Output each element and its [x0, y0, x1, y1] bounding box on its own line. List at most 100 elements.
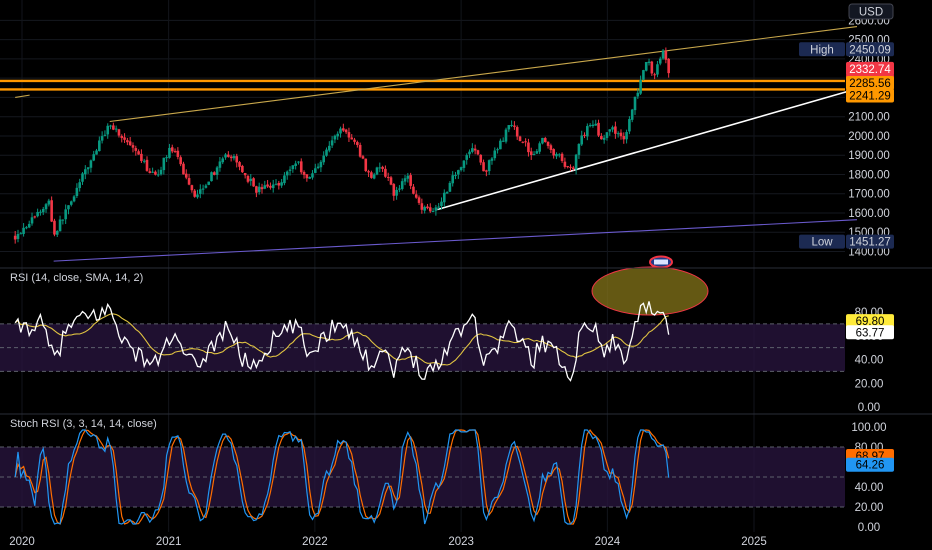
candle — [58, 215, 62, 232]
candle — [569, 164, 572, 172]
flag-icon[interactable] — [649, 255, 673, 269]
candle — [263, 180, 267, 190]
candle — [563, 157, 567, 169]
candle — [291, 165, 295, 173]
time-axis[interactable]: 2020 2021 2022 2023 2024 2025 — [0, 532, 932, 550]
trendline-gold — [109, 26, 858, 123]
candle — [176, 147, 180, 160]
candle — [103, 130, 107, 137]
candle — [288, 166, 292, 176]
candle — [583, 132, 586, 139]
candle — [325, 147, 328, 157]
candle — [448, 181, 452, 193]
candle — [370, 170, 373, 179]
currency-badge[interactable]: USD — [848, 3, 894, 20]
candle — [81, 172, 84, 185]
axis-tick-label: 40.00 — [855, 482, 884, 494]
candle — [445, 191, 449, 194]
svg-text:High: High — [810, 44, 834, 56]
candle — [117, 128, 121, 138]
candle — [656, 60, 659, 78]
candle — [170, 144, 174, 154]
candle — [493, 147, 497, 161]
candle — [358, 142, 362, 158]
trendline-purple — [53, 219, 857, 262]
candle — [299, 158, 303, 175]
candle — [140, 149, 143, 163]
candle — [580, 130, 584, 146]
low-tag: Low 1451.27 — [799, 234, 894, 249]
candle — [619, 129, 623, 140]
candle — [426, 203, 429, 210]
candle — [622, 132, 626, 144]
candle — [61, 219, 65, 225]
candle — [72, 195, 76, 203]
candle — [628, 116, 631, 135]
candle — [608, 129, 612, 136]
candle — [257, 182, 261, 195]
candle — [86, 167, 90, 174]
horizontal-levels[interactable] — [0, 79, 845, 91]
candle — [611, 125, 614, 133]
candle — [546, 141, 550, 149]
candle — [235, 153, 239, 168]
level-tag: 2241.29 — [846, 88, 894, 103]
highlight-ellipse[interactable] — [591, 266, 709, 316]
candle — [344, 128, 348, 135]
candle — [342, 123, 345, 132]
candle — [507, 125, 511, 133]
candle — [22, 223, 25, 237]
candle — [428, 203, 432, 213]
candle — [198, 184, 202, 199]
candle — [501, 137, 505, 143]
candle — [664, 47, 668, 64]
candle — [552, 148, 555, 159]
price-pane[interactable] — [0, 26, 858, 262]
candle — [417, 195, 421, 205]
candle — [625, 129, 628, 144]
candle — [471, 143, 474, 154]
candle — [602, 134, 606, 144]
rsi-line — [14, 301, 670, 382]
svg-text:69.80: 69.80 — [856, 316, 885, 328]
candle — [112, 122, 115, 131]
candle — [636, 88, 640, 99]
rsi-guides — [0, 323, 845, 372]
candle — [423, 205, 426, 214]
candle — [400, 178, 404, 191]
rsi-pane[interactable]: RSI (14, close, SMA, 14, 2) — [0, 266, 845, 382]
candle — [241, 164, 244, 174]
rsi-value-tag: 69.80 — [846, 314, 894, 329]
candle — [510, 120, 513, 128]
candle — [16, 229, 20, 243]
candle — [215, 165, 219, 180]
candle — [541, 137, 544, 145]
candle — [462, 160, 466, 172]
rsi-ma-value-tag: 63.77 — [846, 325, 894, 340]
candle — [260, 183, 264, 194]
candle — [451, 171, 455, 187]
candle — [165, 155, 168, 163]
candle — [156, 169, 160, 177]
candle — [120, 134, 124, 143]
time-tick-label: 2021 — [156, 536, 182, 548]
axis-tick-label: 2000.00 — [848, 131, 890, 143]
candle — [266, 180, 269, 188]
candle — [457, 169, 460, 179]
candle — [577, 143, 581, 159]
candle — [269, 182, 272, 190]
candle — [151, 167, 154, 174]
candle — [538, 141, 541, 155]
candle — [412, 184, 415, 195]
stoch-rsi-pane[interactable]: Stoch RSI (3, 3, 14, 14, close) — [0, 418, 845, 525]
svg-text:2450.09: 2450.09 — [849, 44, 891, 56]
candle — [406, 172, 410, 183]
candle — [224, 153, 227, 160]
candle — [398, 185, 401, 193]
candle — [661, 48, 665, 60]
candle — [633, 96, 637, 115]
trendlines[interactable] — [15, 26, 858, 262]
candle — [221, 156, 225, 165]
candle — [414, 190, 418, 199]
